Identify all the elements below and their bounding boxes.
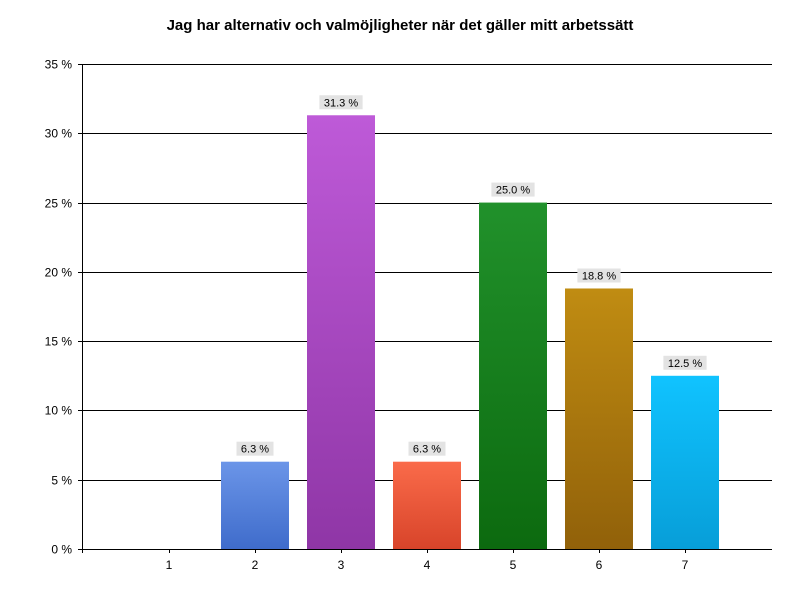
y-tick-label: 10 % [45,404,73,418]
x-tick-label: 3 [338,558,345,572]
y-axis-ticks: 0 % 5 % 10 % 15 % 20 % 25 % 30 % 35 % [45,58,82,557]
data-label: 18.8 % [582,270,616,282]
y-tick-label: 5 % [51,474,72,488]
data-label-box [577,268,621,283]
bar-4 [393,461,461,549]
y-tick-label: 0 % [51,543,72,557]
x-tick-label: 1 [166,558,173,572]
bar-2 [221,461,289,549]
bar-5 [479,202,547,550]
data-label-box [236,441,274,456]
bar-7 [651,375,719,549]
data-label: 25.0 % [496,185,530,197]
x-tick-label: 6 [596,558,603,572]
x-tick-label: 2 [252,558,259,572]
data-label: 12.5 % [668,358,702,370]
chart-title: Jag har alternativ och valmöjligheter nä… [166,17,634,34]
data-label: 31.3 % [324,97,358,109]
data-label: 6.3 % [413,444,441,456]
x-tick-label: 5 [510,558,517,572]
bar-6 [565,288,633,549]
bar-3 [307,115,375,550]
y-tick-label: 35 % [45,58,73,72]
data-label: 6.3 % [241,444,269,456]
data-labels: 6.3 % 31.3 % 6.3 % 25.0 % 18.8 % 12.5 % [236,95,707,456]
x-tick-label: 4 [424,558,431,572]
data-label-box [408,441,446,456]
y-tick-label: 15 % [45,335,73,349]
data-label-box [663,355,707,370]
y-tick-label: 20 % [45,266,73,280]
y-tick-label: 30 % [45,127,73,141]
data-label-box [491,182,535,197]
y-tick-label: 25 % [45,197,73,211]
data-label-box [319,95,363,110]
x-tick-label: 7 [682,558,689,572]
bars [221,115,719,550]
x-axis-ticks: 1 2 3 4 5 6 7 [166,549,689,572]
